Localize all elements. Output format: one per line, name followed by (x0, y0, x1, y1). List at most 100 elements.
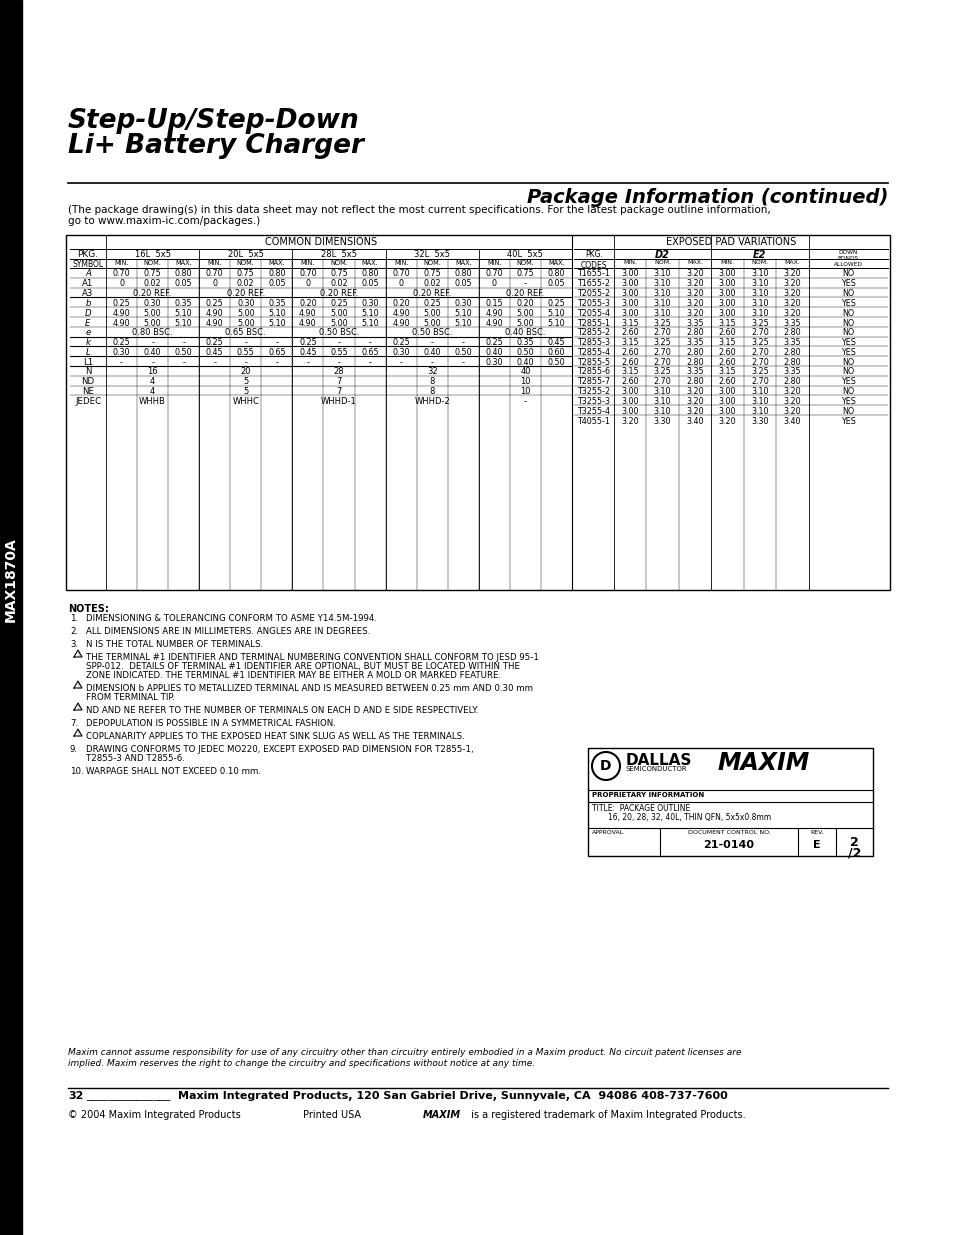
Text: DOWN
BONDS
ALLOWED: DOWN BONDS ALLOWED (833, 249, 862, 267)
Text: 3.15: 3.15 (718, 368, 736, 377)
Text: -: - (461, 358, 464, 367)
Text: T1655-2: T1655-2 (577, 279, 610, 288)
Text: 0.02: 0.02 (423, 279, 440, 288)
Text: 4.90: 4.90 (392, 319, 410, 327)
Text: NOTES:: NOTES: (68, 604, 109, 614)
Text: ALL DIMENSIONS ARE IN MILLIMETERS. ANGLES ARE IN DEGREES.: ALL DIMENSIONS ARE IN MILLIMETERS. ANGLE… (86, 627, 370, 636)
Text: !: ! (77, 705, 79, 710)
Text: 3.00: 3.00 (718, 299, 736, 308)
Text: 5.00: 5.00 (516, 319, 534, 327)
Text: 0.45: 0.45 (547, 338, 565, 347)
Text: 0.25: 0.25 (392, 338, 410, 347)
Text: MIN.: MIN. (207, 261, 222, 266)
Text: 2.60: 2.60 (620, 378, 639, 387)
Text: T3255-3: T3255-3 (577, 396, 610, 406)
Text: YES: YES (840, 338, 855, 347)
Text: 0.30: 0.30 (485, 358, 502, 367)
Bar (0, 0, 22, 1235)
Text: 5.10: 5.10 (547, 319, 565, 327)
Text: k: k (86, 338, 91, 347)
Text: 3.00: 3.00 (620, 269, 639, 279)
Text: 0.05: 0.05 (174, 279, 193, 288)
Text: 0.02: 0.02 (144, 279, 161, 288)
Text: 0.50: 0.50 (547, 358, 565, 367)
Text: 0.70: 0.70 (206, 269, 223, 279)
Text: MIN.: MIN. (394, 261, 408, 266)
Text: Step-Up/Step-Down: Step-Up/Step-Down (68, 107, 359, 135)
Text: 5: 5 (243, 387, 248, 396)
Text: 16, 20, 28, 32, 40L, THIN QFN, 5x5x0.8mm: 16, 20, 28, 32, 40L, THIN QFN, 5x5x0.8mm (607, 813, 770, 823)
Text: 32: 32 (426, 368, 437, 377)
Text: 3.20: 3.20 (782, 406, 801, 416)
Text: 0.25: 0.25 (206, 338, 223, 347)
Text: 10: 10 (519, 378, 530, 387)
Text: 3.20: 3.20 (782, 279, 801, 288)
Text: 0.30: 0.30 (236, 299, 254, 308)
Text: 3.25: 3.25 (750, 368, 768, 377)
Text: SYMBOL: SYMBOL (72, 261, 104, 269)
Text: _______________: _______________ (86, 1091, 171, 1100)
Text: DEPOPULATION IS POSSIBLE IN A SYMMETRICAL FASHION.: DEPOPULATION IS POSSIBLE IN A SYMMETRICA… (86, 719, 335, 727)
Text: 0.70: 0.70 (485, 269, 502, 279)
Text: Maxim Integrated Products, 120 San Gabriel Drive, Sunnyvale, CA  94086 408-737-7: Maxim Integrated Products, 120 San Gabri… (178, 1091, 727, 1100)
Text: 2.80: 2.80 (685, 329, 703, 337)
Text: 3.15: 3.15 (620, 368, 639, 377)
Text: 3.10: 3.10 (653, 279, 671, 288)
Text: 3.10: 3.10 (750, 406, 768, 416)
Text: 3.00: 3.00 (718, 396, 736, 406)
Text: 0.20 REF.: 0.20 REF. (133, 289, 172, 298)
Text: 2.80: 2.80 (685, 358, 703, 367)
Text: © 2004 Maxim Integrated Products: © 2004 Maxim Integrated Products (68, 1110, 240, 1120)
Text: 9.: 9. (70, 745, 78, 755)
Text: 3.20: 3.20 (685, 299, 703, 308)
Text: NO: NO (841, 319, 854, 327)
Text: 0.50: 0.50 (516, 348, 534, 357)
Text: A3: A3 (82, 289, 93, 298)
Text: -: - (244, 358, 247, 367)
Text: 4.90: 4.90 (206, 309, 223, 317)
Text: 3.10: 3.10 (750, 387, 768, 396)
Text: 3.10: 3.10 (750, 309, 768, 317)
Text: 0.80: 0.80 (268, 269, 285, 279)
Text: DIMENSIONING & TOLERANCING CONFORM TO ASME Y14.5M-1994.: DIMENSIONING & TOLERANCING CONFORM TO AS… (86, 614, 376, 622)
Text: NOM.: NOM. (654, 261, 671, 266)
Text: MIN.: MIN. (300, 261, 314, 266)
Text: NO: NO (841, 406, 854, 416)
Text: 0.45: 0.45 (206, 348, 223, 357)
Text: NO: NO (841, 289, 854, 298)
Text: T2855-6: T2855-6 (577, 368, 610, 377)
Text: 0.02: 0.02 (330, 279, 348, 288)
Text: 3.20: 3.20 (685, 406, 703, 416)
Text: DRAWING CONFORMS TO JEDEC MO220, EXCEPT EXPOSED PAD DIMENSION FOR T2855-1,: DRAWING CONFORMS TO JEDEC MO220, EXCEPT … (86, 745, 473, 755)
Text: MAX.: MAX. (268, 261, 285, 266)
Text: 40L  5x5: 40L 5x5 (507, 249, 543, 259)
Text: YES: YES (840, 348, 855, 357)
Text: 2.70: 2.70 (653, 358, 671, 367)
Text: NO: NO (841, 387, 854, 396)
Text: YES: YES (840, 378, 855, 387)
Text: 10.: 10. (70, 767, 84, 776)
Text: 0.20 REF.: 0.20 REF. (319, 289, 357, 298)
Text: 2.70: 2.70 (653, 378, 671, 387)
Text: 5.00: 5.00 (516, 309, 534, 317)
Text: (The package drawing(s) in this data sheet may not reflect the most current spec: (The package drawing(s) in this data she… (68, 205, 770, 215)
Text: 5.10: 5.10 (454, 319, 472, 327)
Text: MIN.: MIN. (622, 261, 637, 266)
Text: 0.75: 0.75 (144, 269, 161, 279)
Text: 2.60: 2.60 (718, 358, 736, 367)
Text: 0.65: 0.65 (361, 348, 378, 357)
Text: 5.10: 5.10 (268, 319, 285, 327)
Text: YES: YES (840, 416, 855, 426)
Text: -: - (431, 358, 434, 367)
Text: 2.60: 2.60 (718, 378, 736, 387)
Text: 0.50: 0.50 (174, 348, 193, 357)
Text: 0.30: 0.30 (361, 299, 378, 308)
Text: A1: A1 (82, 279, 93, 288)
Text: 0.35: 0.35 (174, 299, 193, 308)
Text: T2855-2: T2855-2 (577, 329, 610, 337)
Text: 4: 4 (150, 387, 155, 396)
Text: 0.65 BSC.: 0.65 BSC. (225, 329, 266, 337)
Text: 3.10: 3.10 (653, 289, 671, 298)
Text: T2855-4: T2855-4 (577, 348, 610, 357)
Text: T3255-2: T3255-2 (577, 387, 610, 396)
